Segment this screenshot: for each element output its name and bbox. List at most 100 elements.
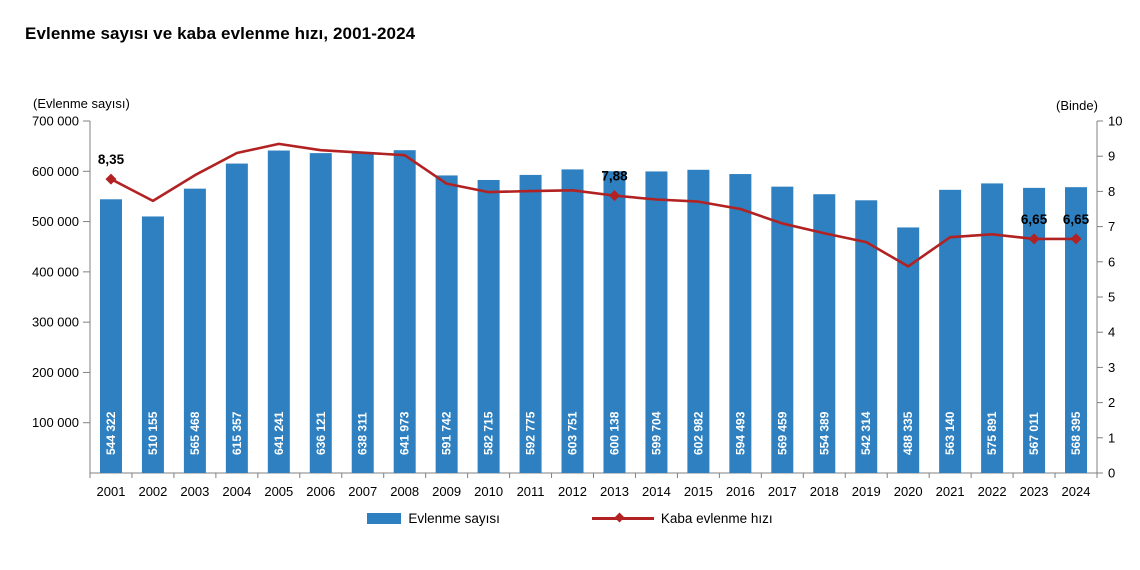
right-tick-label: 8: [1108, 184, 1115, 199]
bar-2008: [393, 150, 416, 473]
bar-value-label-2013: 600 138: [607, 411, 621, 455]
bar-2014: [645, 171, 668, 473]
left-tick-label: 500 000: [32, 214, 79, 229]
x-tick-label-2007: 2007: [348, 484, 377, 499]
right-tick-label: 4: [1108, 325, 1115, 340]
bar-2013: [603, 171, 626, 474]
right-tick-label: 6: [1108, 254, 1115, 269]
bar-value-label-2014: 599 704: [649, 411, 663, 455]
rate-point-label-2023: 6,65: [1021, 212, 1048, 227]
bar-swatch-icon: [367, 513, 402, 524]
x-tick-label-2012: 2012: [558, 484, 587, 499]
rate-marker-2023: [1028, 233, 1040, 245]
bar-2016: [729, 174, 752, 474]
bar-value-label-2020: 488 335: [901, 411, 915, 455]
chart-title: Evlenme sayısı ve kaba evlenme hızı, 200…: [25, 24, 416, 43]
x-tick-label-2010: 2010: [474, 484, 503, 499]
x-tick-label-2006: 2006: [306, 484, 335, 499]
bar-value-label-2012: 603 751: [566, 411, 580, 455]
legend-item-marriage-count: Evlenme sayısı: [367, 511, 500, 526]
bar-2023: [1023, 187, 1046, 474]
left-axis-caption: (Evlenme sayısı): [33, 96, 130, 111]
bar-2012: [561, 169, 584, 474]
bar-2004: [225, 163, 248, 473]
bar-value-label-2005: 641 241: [272, 411, 286, 455]
bar-value-label-2021: 563 140: [943, 411, 957, 455]
right-axis-caption: (Binde): [1056, 98, 1098, 113]
diamond-marker-icon: [614, 512, 625, 522]
x-tick-label-2019: 2019: [852, 484, 881, 499]
right-tick-label: 2: [1108, 395, 1115, 410]
right-tick-label: 1: [1108, 430, 1115, 445]
bar-value-label-2001: 544 322: [104, 411, 118, 455]
x-tick-label-2015: 2015: [684, 484, 713, 499]
bar-2018: [813, 194, 836, 473]
bar-value-label-2009: 591 742: [440, 411, 454, 455]
line-swatch-icon: [591, 512, 654, 522]
x-tick-label-2018: 2018: [810, 484, 839, 499]
rate-marker-2024: [1070, 233, 1082, 245]
rate-marker-2001: [105, 173, 117, 185]
rate-point-label-2024: 6,65: [1063, 212, 1090, 227]
bar-2010: [477, 179, 500, 473]
left-tick-label: 400 000: [32, 264, 79, 279]
bar-2001: [99, 199, 122, 473]
x-tick-label-2003: 2003: [180, 484, 209, 499]
bar-value-label-2017: 569 459: [775, 411, 789, 455]
bar-value-label-2015: 602 982: [691, 411, 705, 455]
rate-marker-2013: [608, 190, 620, 202]
x-tick-label-2005: 2005: [264, 484, 293, 499]
x-tick-label-2024: 2024: [1062, 484, 1091, 499]
right-tick-label: 3: [1108, 360, 1115, 375]
left-tick-label: 100 000: [32, 415, 79, 430]
bar-value-label-2018: 554 389: [817, 411, 831, 455]
bar-value-label-2007: 638 311: [356, 412, 370, 455]
bar-value-label-2016: 594 493: [733, 411, 747, 455]
x-tick-label-2022: 2022: [978, 484, 1007, 499]
x-tick-label-2001: 2001: [97, 484, 126, 499]
left-tick-label: 700 000: [32, 114, 79, 129]
bar-2022: [981, 183, 1004, 473]
left-tick-label: 600 000: [32, 164, 79, 179]
legend-item-marriage-rate: Kaba evlenme hızı: [591, 511, 773, 526]
x-tick-label-2014: 2014: [642, 484, 671, 499]
bar-2015: [687, 169, 710, 473]
bar-value-label-2006: 636 121: [314, 411, 328, 455]
right-tick-label: 7: [1108, 219, 1115, 234]
rate-point-label-2013: 7,88: [601, 169, 628, 184]
x-tick-label-2011: 2011: [517, 484, 545, 499]
bar-2024: [1065, 187, 1088, 473]
rate-point-label-2001: 8,35: [98, 152, 125, 167]
bar-2020: [897, 227, 920, 473]
bar-2009: [435, 175, 458, 474]
left-tick-label: 300 000: [32, 315, 79, 330]
right-tick-label: 10: [1108, 114, 1122, 129]
bar-2019: [855, 200, 878, 474]
bar-2002: [141, 216, 164, 474]
x-tick-label-2020: 2020: [894, 484, 923, 499]
bar-2003: [183, 188, 206, 473]
x-tick-label-2017: 2017: [768, 484, 797, 499]
x-tick-label-2002: 2002: [138, 484, 167, 499]
bar-value-label-2024: 568 395: [1069, 411, 1083, 455]
bar-2005: [267, 150, 290, 474]
bar-value-label-2023: 567 011: [1027, 412, 1041, 455]
x-tick-label-2021: 2021: [936, 484, 965, 499]
bar-value-label-2008: 641 973: [398, 411, 412, 455]
bar-value-label-2003: 565 468: [188, 411, 202, 455]
legend-label-marriage-count: Evlenme sayısı: [408, 511, 500, 526]
bar-2017: [771, 186, 794, 473]
right-tick-label: 5: [1108, 290, 1115, 305]
bar-2007: [351, 152, 374, 473]
x-tick-label-2023: 2023: [1020, 484, 1049, 499]
bar-2021: [939, 189, 962, 473]
right-tick-label: 9: [1108, 149, 1115, 164]
bar-value-label-2022: 575 891: [985, 411, 999, 455]
bar-value-label-2011: 592 775: [524, 411, 538, 455]
x-tick-label-2009: 2009: [432, 484, 461, 499]
legend-label-marriage-rate: Kaba evlenme hızı: [660, 511, 773, 526]
rate-line: [110, 142, 1077, 268]
bar-value-label-2002: 510 155: [146, 411, 160, 455]
